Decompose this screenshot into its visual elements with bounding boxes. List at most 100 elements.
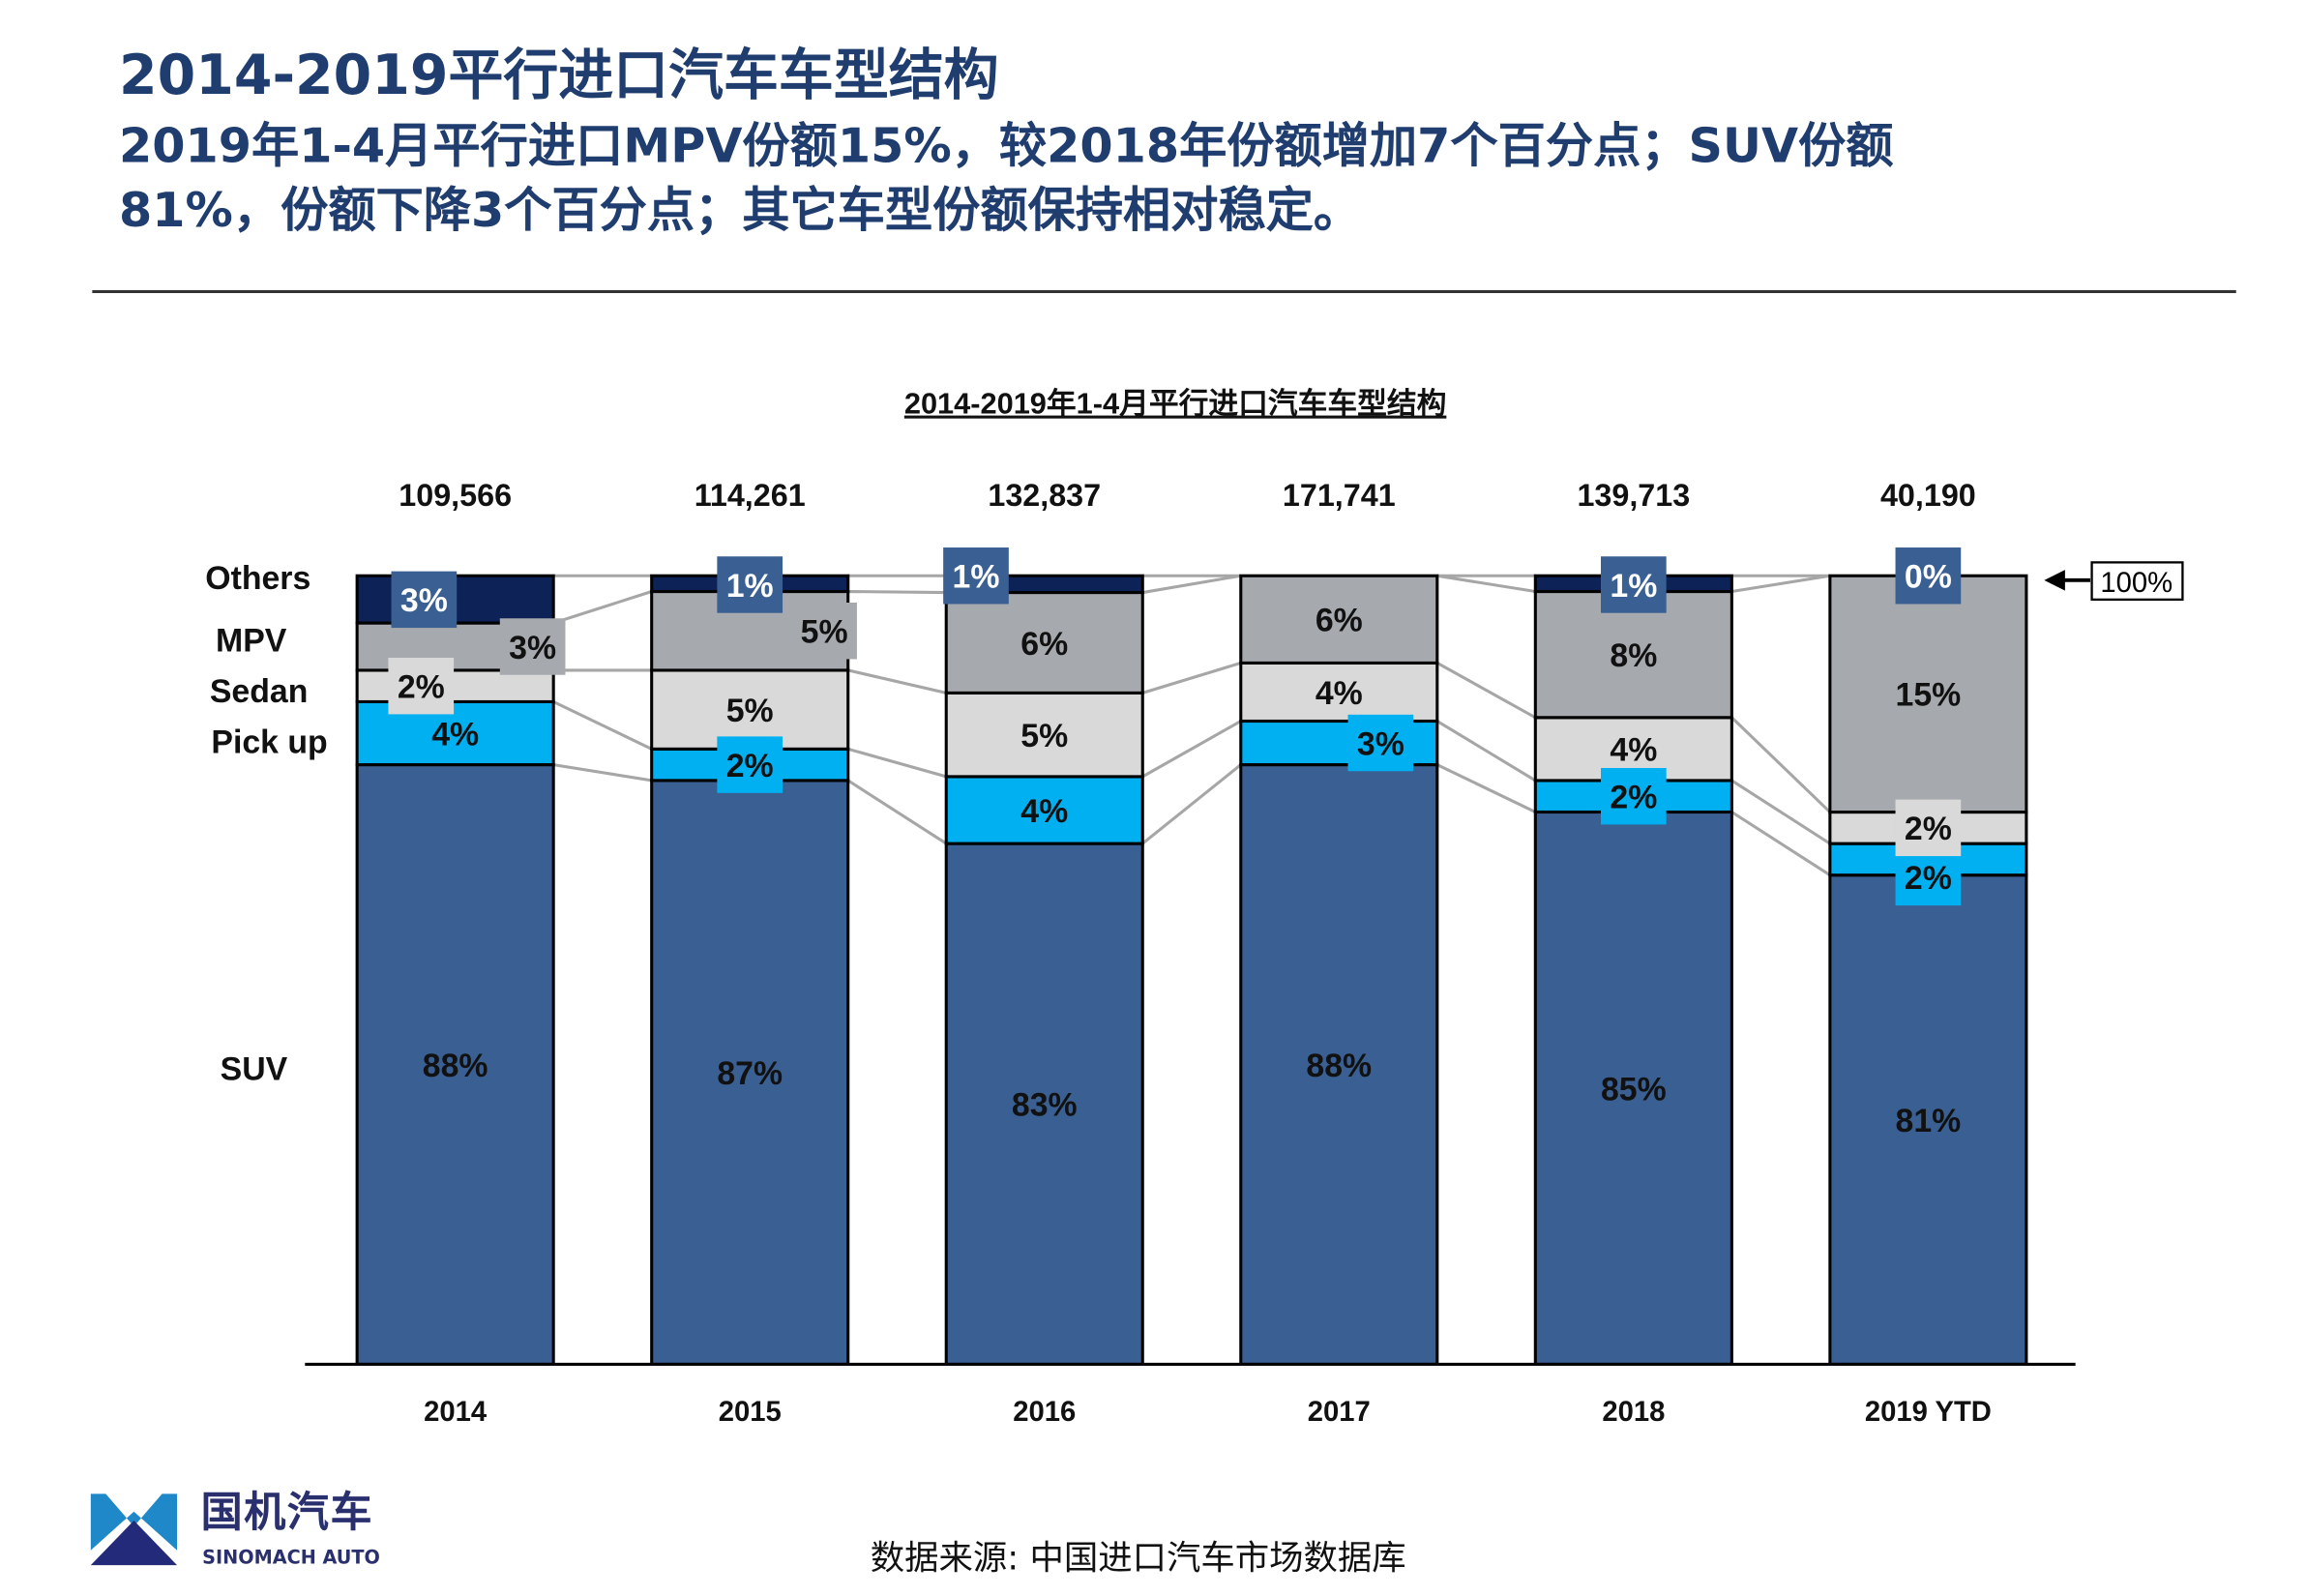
data-label-box <box>1895 799 1962 857</box>
data-label-box <box>1895 547 1962 605</box>
data-label: 85% <box>1601 1071 1667 1108</box>
data-label: 1% <box>1610 568 1657 605</box>
data-label: 2% <box>1905 860 1952 897</box>
connector-line <box>847 589 947 595</box>
data-label: 3% <box>1357 725 1404 762</box>
x-tick-label: 2017 <box>1308 1397 1371 1428</box>
data-label-box <box>388 657 455 715</box>
data-label: 2% <box>1905 811 1952 847</box>
bar-segment-suv-2018 <box>1533 810 1733 1366</box>
x-tick-label: 2014 <box>424 1397 488 1428</box>
data-label-box <box>1600 767 1667 825</box>
connector-line <box>1436 763 1536 813</box>
divider <box>92 289 2236 294</box>
data-label-box <box>943 547 1009 605</box>
data-label: 3% <box>509 630 556 666</box>
logo-mark-icon <box>90 1493 178 1566</box>
reference-box <box>2090 561 2184 602</box>
data-label-box <box>717 736 783 793</box>
x-tick-label: 2018 <box>1602 1397 1665 1428</box>
legend-label-pick-up: Pick up <box>211 724 327 760</box>
connector-line <box>846 779 948 845</box>
connector-line <box>1730 779 1831 845</box>
subtitle-line-1: 2019年1-4月平行进口MPV份额15%，较2018年份额增加7个百分点；SU… <box>119 117 1894 174</box>
data-label: 6% <box>1316 603 1363 639</box>
x-tick-label: 2019 YTD <box>1865 1397 1992 1428</box>
connector-line <box>552 590 653 625</box>
data-label: 4% <box>1020 793 1068 830</box>
connector-line <box>552 763 652 783</box>
data-label: 83% <box>1012 1087 1078 1124</box>
chart-title: 2014-2019年1-4月平行进口汽车车型结构 <box>904 387 1447 421</box>
data-label: 5% <box>726 693 774 729</box>
data-label: 4% <box>1610 732 1657 769</box>
data-label: 88% <box>423 1048 488 1084</box>
data-label-box <box>1600 556 1667 613</box>
data-label-box <box>1347 714 1414 772</box>
data-label: 15% <box>1896 677 1962 714</box>
total-label: 114,261 <box>695 478 806 513</box>
data-label: 2% <box>398 668 445 705</box>
data-label-box <box>791 603 857 660</box>
reference-label: 100% <box>2100 568 2173 599</box>
bar-segment-sedan-2014 <box>355 668 555 704</box>
connector-line <box>1731 574 1831 594</box>
logo-text-cn: 国机汽车 <box>200 1488 374 1537</box>
connector-line <box>1141 763 1242 845</box>
connector-line <box>1436 574 1536 594</box>
total-label: 109,566 <box>399 478 512 513</box>
connector-line <box>552 700 653 751</box>
data-label: 4% <box>431 716 479 753</box>
data-label-box <box>717 556 783 613</box>
connector-line <box>847 747 947 779</box>
total-label: 40,190 <box>1880 478 1976 513</box>
legend-label-mpv: MPV <box>216 623 287 660</box>
logo-text-en: SINOMACH AUTO <box>202 1546 380 1569</box>
bar-segment-suv-2014 <box>355 763 555 1366</box>
bar-segment-pick-up-2016 <box>944 775 1144 845</box>
data-source-note: 数据来源: 中国进口汽车市场数据库 <box>870 1539 1406 1579</box>
bar-segment-suv-2019-ytd <box>1828 873 2028 1366</box>
data-label-box <box>499 618 566 675</box>
bar-segment-suv-2017 <box>1239 763 1439 1366</box>
x-tick-label: 2016 <box>1013 1397 1076 1428</box>
subtitle-line-2: 81%，份额下降3个百分点；其它车型份额保持相对稳定。 <box>119 181 1362 239</box>
data-label: 4% <box>1316 675 1363 712</box>
legend-label-others: Others <box>205 560 310 597</box>
data-label: 8% <box>1610 637 1657 674</box>
stacked-bar-chart: 2014-2019年1-4月平行进口汽车车型结构 88% 4% 2% 3% 3% 87% 2… <box>205 387 2184 1428</box>
data-label: 81% <box>1896 1103 1962 1139</box>
total-label: 139,713 <box>1577 478 1690 513</box>
bar-segment-sedan-2017 <box>1239 661 1439 724</box>
data-label: 6% <box>1020 626 1068 663</box>
bar-segment-sedan-2016 <box>944 691 1144 779</box>
legend-label-sedan: Sedan <box>210 673 309 710</box>
data-label: 0% <box>1905 559 1952 596</box>
data-label-box <box>391 571 458 629</box>
data-label-box <box>1895 848 1962 906</box>
connector-line <box>1141 720 1242 779</box>
connector-line <box>847 668 947 695</box>
legend-label-suv: SUV <box>221 1051 288 1088</box>
connector-line <box>1436 720 1537 783</box>
connector-line <box>1142 574 1242 595</box>
page-title: 2014-2019平行进口汽车车型结构 <box>119 43 999 107</box>
data-label: 88% <box>1306 1048 1372 1084</box>
reference-100-annotation: 100% <box>2044 561 2184 602</box>
connector-line <box>1730 811 1831 877</box>
x-tick-label: 2015 <box>719 1397 782 1428</box>
connector-line <box>1436 662 1537 720</box>
data-label: 3% <box>400 582 448 619</box>
data-label: 2% <box>1610 780 1657 816</box>
data-label: 1% <box>953 559 1000 596</box>
data-label: 5% <box>1020 718 1068 754</box>
arrow-left-icon <box>2044 570 2065 591</box>
bar-segment-suv-2016 <box>944 842 1144 1366</box>
data-label: 5% <box>801 614 848 651</box>
total-label: 132,837 <box>988 478 1101 513</box>
connector-line <box>1730 716 1831 813</box>
data-label: 87% <box>717 1055 783 1092</box>
bar-segment-mpv-2017 <box>1239 574 1439 665</box>
connector-line <box>1141 661 1242 695</box>
data-label: 1% <box>726 568 774 605</box>
